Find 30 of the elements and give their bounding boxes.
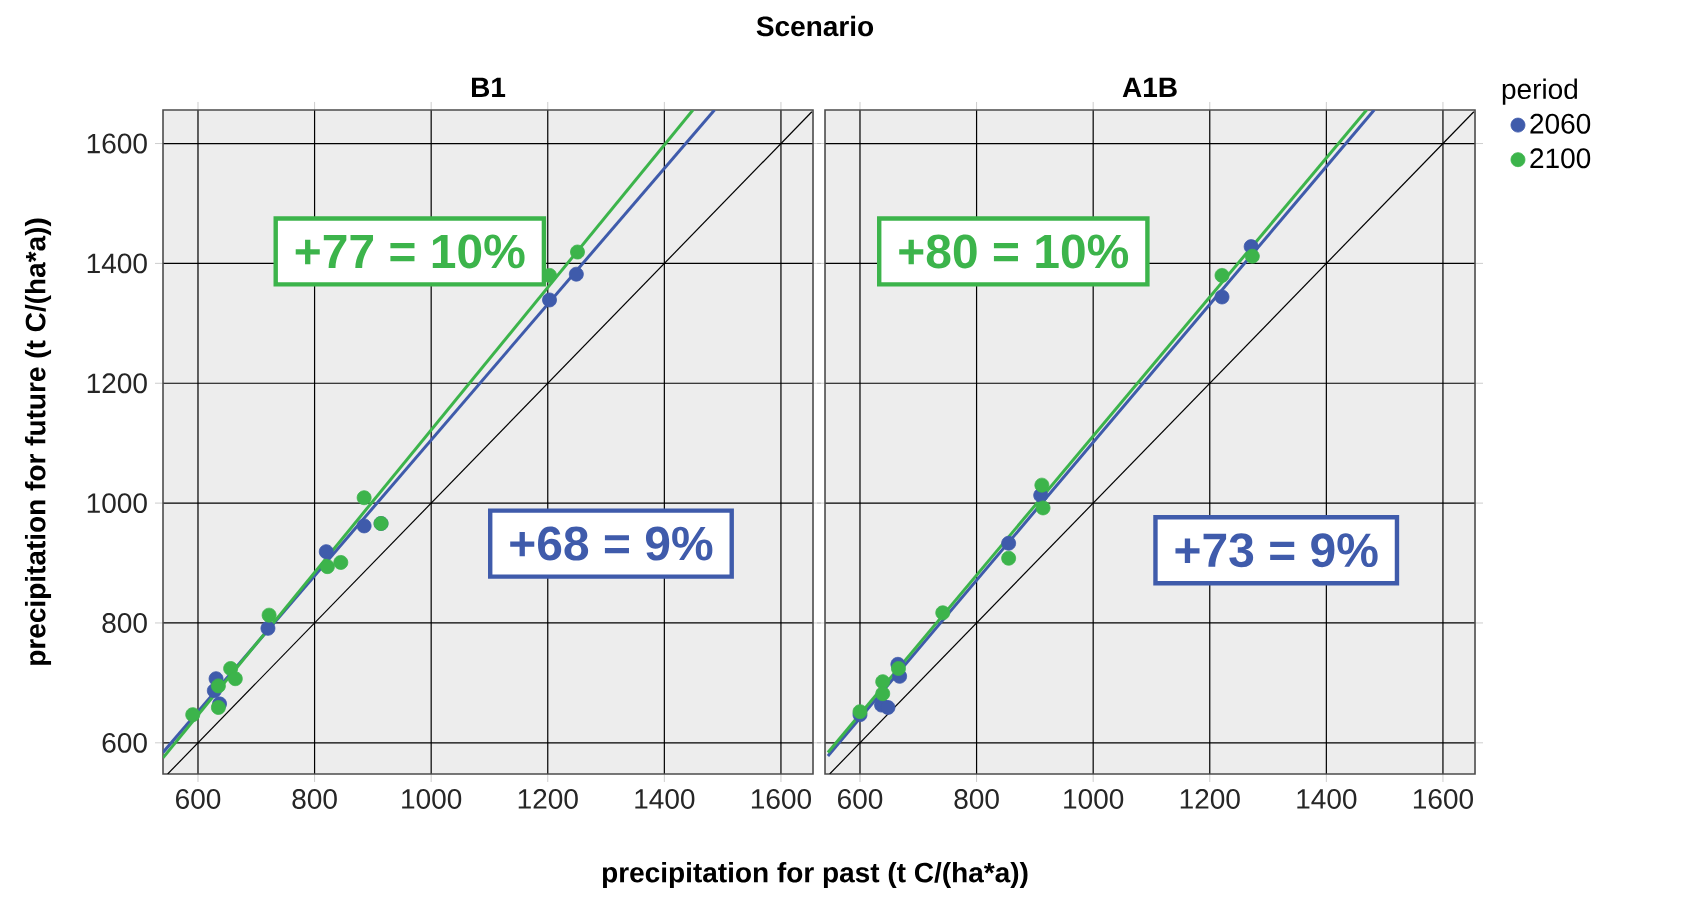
x-tick-label: 1200 [518,789,578,809]
chart-subtitle: A1B [1122,77,1177,97]
legend-label: 2060 [1530,113,1591,134]
legend-title: period [1502,78,1577,105]
annotation: +77 = 10% [295,234,525,269]
x-tick-label: 1600 [1413,789,1473,809]
chart-title: Scenario [756,15,874,37]
x-tick-label: 800 [954,789,999,809]
y-tick-label: 1400 [87,253,147,274]
x-tick-label: 1400 [635,789,695,809]
x-tick-label: 1400 [1297,789,1357,809]
x-tick-label: 600 [838,789,883,809]
x-tick-label: 1600 [751,789,811,809]
y-tick-label: 600 [102,732,147,753]
annotation: +80 = 10% [899,234,1129,269]
annotation: +68 = 9% [510,526,713,561]
annotation: +73 = 9% [1175,533,1378,568]
y-tick-label: 1000 [87,493,147,514]
x-axis-title: precipitation for past (t C/(ha*a)) [602,861,1028,889]
x-tick-label: 1000 [1064,789,1124,809]
x-tick-label: 1000 [402,789,462,809]
chart-subtitle: B1 [472,77,506,97]
y-axis-title: precipitation for future (t C/(ha*a)) [24,218,52,665]
x-tick-label: 600 [176,789,221,809]
x-tick-label: 800 [292,789,337,809]
legend-label: 2100 [1530,148,1591,169]
x-tick-label: 1200 [1180,789,1240,809]
y-tick-label: 800 [102,613,147,633]
y-tick-label: 1600 [87,133,147,154]
y-tick-label: 1200 [87,373,147,394]
